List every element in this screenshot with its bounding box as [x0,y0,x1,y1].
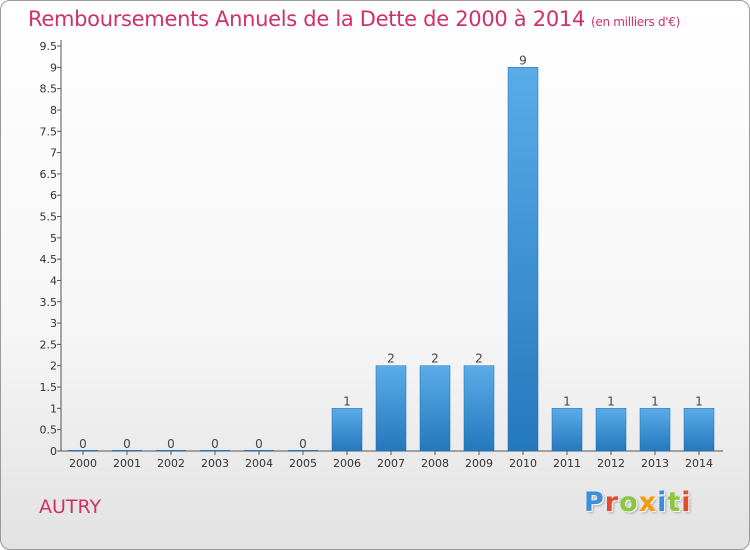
y-tick-label: 5.5 [40,211,58,224]
value-label-2004: 0 [255,437,263,451]
y-tick-label: 8.5 [40,83,58,96]
chart-subtitle: (en milliers d'€) [591,15,681,29]
chart-labels: 2000 0 2001 0 2002 0 2003 0 2004 0 2005 0 2006 1 2007 2… [69,53,713,470]
proxiti-logo: Proxiti [584,487,692,518]
x-tick-label: 2009 [465,457,493,470]
value-label-2001: 0 [123,437,131,451]
x-tick-label: 2006 [333,457,361,470]
chart-title-text: Remboursements Annuels de la Dette de 20… [28,7,585,31]
chart-bars [68,67,715,452]
value-label-2009: 2 [475,352,483,366]
logo-letter: t [667,487,682,518]
chart-title: Remboursements Annuels de la Dette de 20… [28,7,680,31]
value-label-2008: 2 [431,352,439,366]
value-label-2011: 1 [563,394,571,408]
value-label-2003: 0 [211,437,219,451]
bar-2014 [683,408,715,452]
x-tick-label: 2008 [421,457,449,470]
y-tick-label: 5 [50,232,57,245]
bar-2008 [419,365,451,452]
logo-letter: r [604,487,620,518]
y-tick-label: 3.5 [40,296,58,309]
x-tick-label: 2010 [509,457,537,470]
logo-letter: i [681,487,692,518]
value-label-2013: 1 [651,394,659,408]
y-tick-label: 8 [50,104,57,117]
x-tick-label: 2014 [685,457,713,470]
value-label-2002: 0 [167,437,175,451]
value-label-2012: 1 [607,394,615,408]
x-tick-label: 2003 [201,457,229,470]
y-tick-label: 1 [50,402,57,415]
x-tick-label: 2001 [113,457,141,470]
bar-2012 [595,408,627,452]
chart-axes: 0 0.5 1 1.5 2 2.5 3 3.5 4 4.5 5 5.5 6 6.5 7 7.5 8 8.5 9 9.5 [40,40,723,458]
bar-2013 [639,408,671,452]
x-tick-label: 2007 [377,457,405,470]
logo-letter: i [657,487,668,518]
y-tick-label: 0.5 [40,424,58,437]
bar-2011 [551,408,583,452]
x-tick-label: 2005 [289,457,317,470]
value-label-2010: 9 [519,53,527,67]
logo-letter: x [638,487,658,518]
y-tick-label: 0 [50,445,57,458]
y-tick-label: 2 [50,360,57,373]
y-tick-label: 2.5 [40,338,58,351]
x-tick-label: 2013 [641,457,669,470]
value-label-2014: 1 [695,394,703,408]
bar-2010 [507,67,539,452]
value-label-2006: 1 [343,394,351,408]
y-tick-label: 7.5 [40,125,58,138]
logo-letter: P [584,487,605,518]
bar-2009 [463,365,495,452]
x-tick-label: 2012 [597,457,625,470]
y-tick-label: 9 [50,61,57,74]
bar-2006 [331,408,363,452]
y-tick-label: 9.5 [40,40,58,53]
x-tick-label: 2002 [157,457,185,470]
value-label-2005: 0 [299,437,307,451]
y-tick-label: 6 [50,189,57,202]
bar-2007 [375,365,407,452]
commune-name: AUTRY [39,496,102,518]
x-tick-label: 2004 [245,457,273,470]
logo-letter: o [619,487,639,518]
y-tick-label: 4 [50,274,57,287]
y-tick-label: 7 [50,147,57,160]
x-tick-label: 2011 [553,457,581,470]
y-tick-label: 6.5 [40,168,58,181]
y-tick-label: 3 [50,317,57,330]
y-tick-label: 1.5 [40,381,58,394]
value-label-2007: 2 [387,352,395,366]
value-label-2000: 0 [79,437,87,451]
x-tick-label: 2000 [69,457,97,470]
y-tick-label: 4.5 [40,253,58,266]
